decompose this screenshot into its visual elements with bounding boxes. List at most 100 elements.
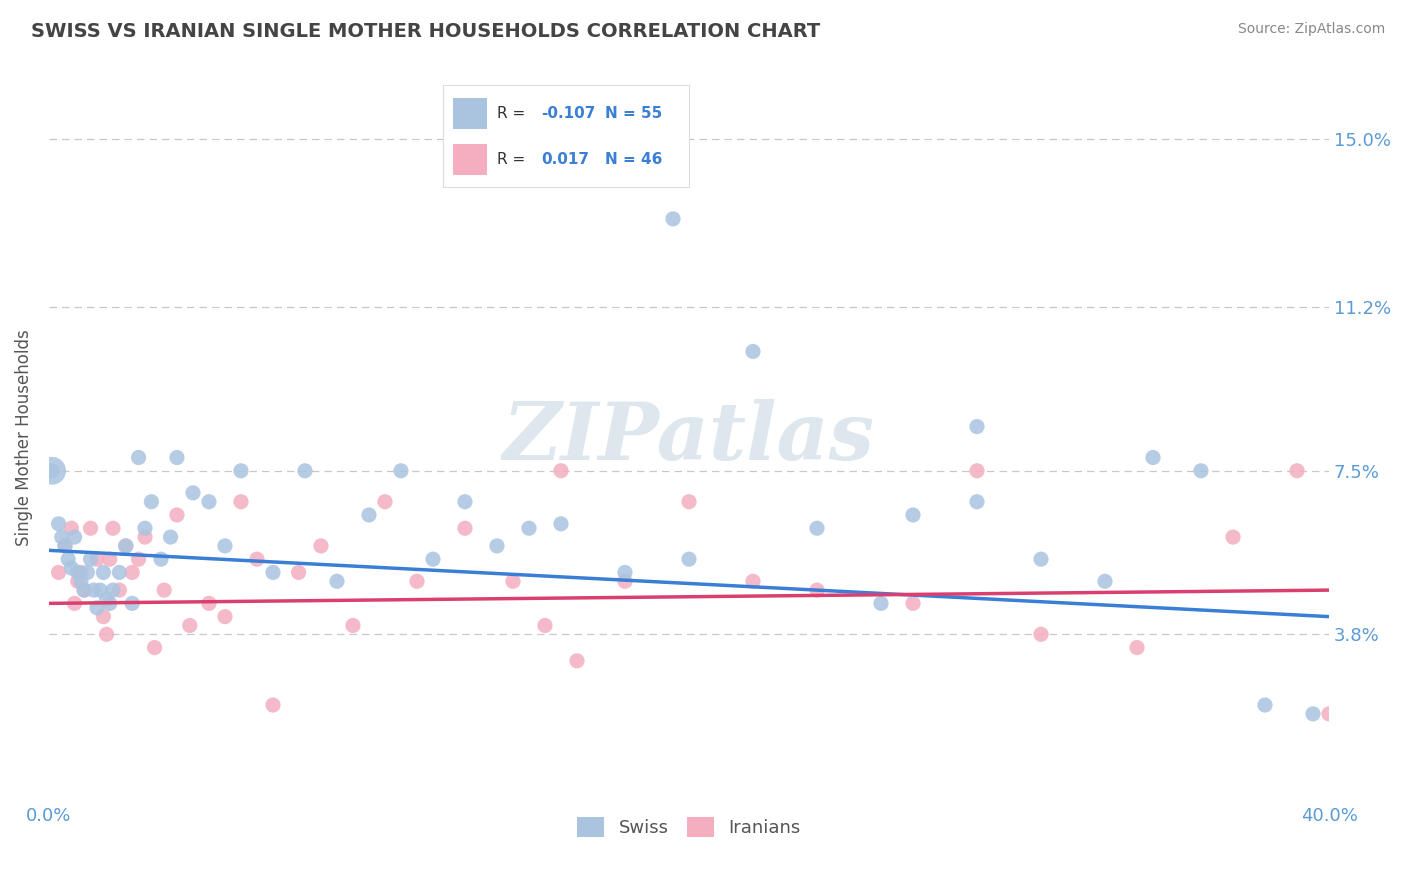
Point: [806, 521, 828, 535]
Text: R =: R =: [498, 106, 526, 121]
Point: [1222, 530, 1244, 544]
Point: [83, 583, 105, 598]
Point: [153, 583, 176, 598]
Point: [86, 600, 108, 615]
Point: [662, 211, 685, 226]
Point: [1317, 706, 1340, 721]
Point: [901, 596, 924, 610]
Point: [742, 574, 765, 589]
Point: [73, 583, 96, 598]
Point: [1254, 698, 1277, 712]
Point: [966, 464, 988, 478]
Point: [287, 566, 309, 580]
Point: [262, 566, 284, 580]
Point: [406, 574, 429, 589]
Point: [309, 539, 332, 553]
Point: [53, 539, 76, 553]
Point: [166, 508, 188, 522]
Point: [159, 530, 181, 544]
Text: N = 55: N = 55: [605, 106, 662, 121]
Point: [742, 344, 765, 359]
Point: [128, 552, 150, 566]
Point: [143, 640, 166, 655]
Point: [229, 494, 252, 508]
Point: [70, 574, 93, 589]
Point: [534, 618, 557, 632]
Point: [550, 516, 572, 531]
Point: [63, 530, 86, 544]
Point: [179, 618, 201, 632]
Point: [53, 539, 76, 553]
Point: [614, 574, 637, 589]
Point: [79, 521, 101, 535]
Legend: Swiss, Iranians: Swiss, Iranians: [569, 810, 808, 845]
Point: [294, 464, 316, 478]
Point: [214, 609, 236, 624]
Point: [374, 494, 396, 508]
Point: [454, 494, 477, 508]
Point: [678, 494, 700, 508]
Y-axis label: Single Mother Households: Single Mother Households: [15, 329, 32, 546]
Text: ZIPatlas: ZIPatlas: [503, 399, 875, 476]
Point: [198, 494, 221, 508]
Point: [128, 450, 150, 465]
Point: [96, 591, 118, 606]
Point: [229, 464, 252, 478]
Point: [66, 566, 89, 580]
Point: [48, 566, 70, 580]
Point: [121, 566, 143, 580]
Point: [121, 596, 143, 610]
Point: [422, 552, 444, 566]
Text: SWISS VS IRANIAN SINGLE MOTHER HOUSEHOLDS CORRELATION CHART: SWISS VS IRANIAN SINGLE MOTHER HOUSEHOLD…: [31, 22, 820, 41]
Point: [357, 508, 380, 522]
Point: [86, 552, 108, 566]
Bar: [453, 145, 486, 175]
Point: [614, 566, 637, 580]
Point: [1029, 552, 1052, 566]
Point: [114, 539, 136, 553]
Point: [60, 521, 83, 535]
Point: [51, 530, 73, 544]
Point: [1285, 464, 1308, 478]
Point: [93, 566, 115, 580]
Point: [454, 521, 477, 535]
Point: [76, 566, 98, 580]
Point: [1126, 640, 1149, 655]
Point: [89, 583, 111, 598]
Point: [41, 464, 63, 478]
Point: [502, 574, 524, 589]
Text: R =: R =: [498, 153, 526, 167]
Point: [1094, 574, 1116, 589]
Point: [966, 494, 988, 508]
Point: [1029, 627, 1052, 641]
Point: [41, 464, 63, 478]
Point: [108, 566, 131, 580]
Point: [101, 521, 124, 535]
Point: [550, 464, 572, 478]
Point: [966, 419, 988, 434]
Point: [806, 583, 828, 598]
Point: [141, 494, 163, 508]
Point: [198, 596, 221, 610]
Text: 0.017: 0.017: [541, 153, 589, 167]
Point: [73, 583, 96, 598]
Point: [134, 530, 156, 544]
Point: [181, 486, 204, 500]
Point: [678, 552, 700, 566]
Point: [70, 566, 93, 580]
Point: [60, 561, 83, 575]
Point: [98, 596, 121, 610]
Point: [517, 521, 540, 535]
Point: [1302, 706, 1324, 721]
Point: [96, 627, 118, 641]
Point: [870, 596, 893, 610]
Point: [901, 508, 924, 522]
Text: N = 46: N = 46: [605, 153, 662, 167]
Point: [485, 539, 508, 553]
Point: [246, 552, 269, 566]
Point: [63, 596, 86, 610]
Point: [101, 583, 124, 598]
Point: [565, 654, 588, 668]
Bar: [453, 98, 486, 128]
Point: [134, 521, 156, 535]
